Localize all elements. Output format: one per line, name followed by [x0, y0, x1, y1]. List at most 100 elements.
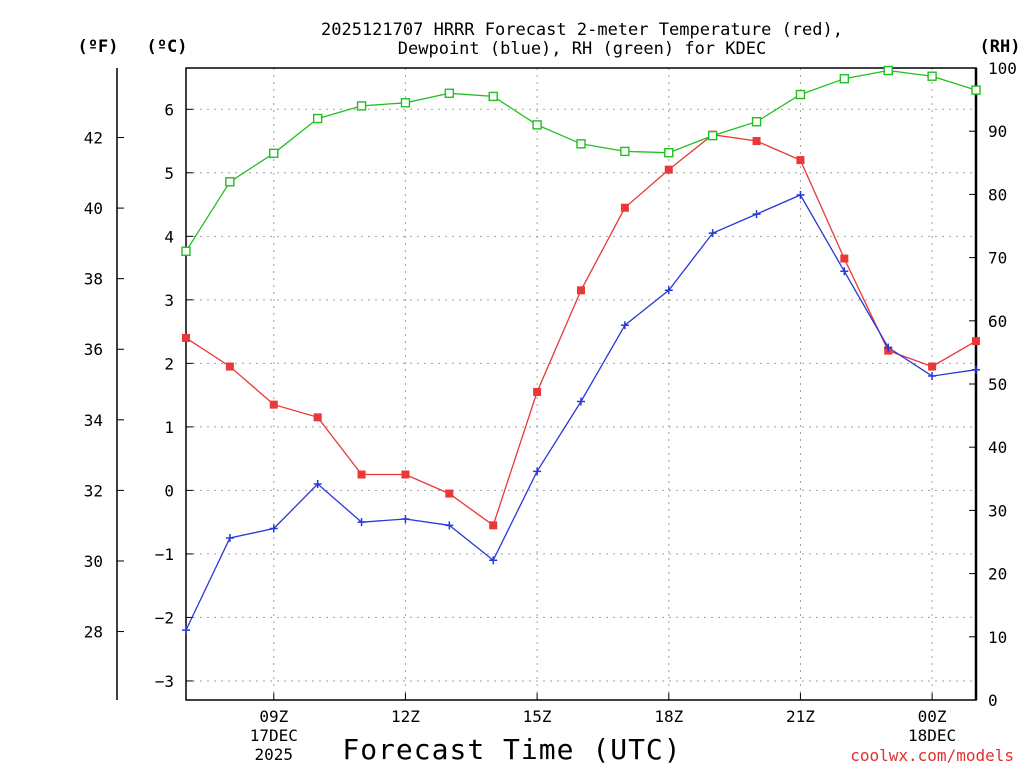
- dewpoint-point: [796, 191, 805, 200]
- celsius-tick-label: 0: [164, 481, 174, 500]
- fahrenheit-tick-label: 42: [84, 129, 103, 148]
- rh-point: [664, 147, 674, 158]
- marker-layer: [181, 65, 981, 635]
- x-tick-date-label: 18DEC: [908, 726, 956, 745]
- temperature-point: [840, 254, 849, 263]
- x-tick-label: 00Z: [918, 707, 947, 726]
- celsius-tick-label: 4: [164, 227, 174, 246]
- dewpoint-point: [357, 518, 366, 527]
- rh-tick-label: 90: [988, 122, 1007, 141]
- rh-line: [185, 69, 977, 252]
- rh-point: [707, 130, 718, 141]
- rh-point: [312, 113, 323, 124]
- x-tick-label: 12Z: [391, 707, 420, 726]
- celsius-tick-label: 6: [164, 100, 174, 119]
- x-tick-label: 15Z: [523, 707, 552, 726]
- temperature-point: [269, 400, 278, 409]
- rh-tick-label: 10: [988, 628, 1007, 647]
- fahrenheit-tick-label: 28: [84, 623, 103, 642]
- dewpoint-point: [752, 210, 761, 219]
- dewpoint-point: [533, 467, 542, 476]
- plot-frame: [185, 67, 977, 701]
- temperature-point: [182, 333, 190, 342]
- temperature-line: [185, 134, 977, 527]
- credit-text: coolwx.com/models: [850, 746, 1014, 765]
- dewpoint-point: [620, 321, 629, 330]
- dewpoint-point: [840, 267, 849, 276]
- rh-point: [620, 146, 630, 157]
- temperature-point: [620, 203, 629, 212]
- celsius-tick-label: 1: [164, 418, 174, 437]
- rh-point: [795, 89, 806, 100]
- x-tick-label: 21Z: [786, 707, 815, 726]
- temperature-point: [664, 165, 673, 174]
- x-tick-label: 09Z: [259, 707, 288, 726]
- rh-point: [971, 85, 981, 95]
- series-layer: [185, 69, 977, 631]
- dewpoint-point: [313, 480, 322, 489]
- celsius-tick-label: 5: [164, 164, 174, 183]
- rh-point: [488, 91, 498, 102]
- celsius-tick-label: −1: [155, 545, 174, 564]
- tick-labels: −3−2−10123456283032343638404201020304050…: [84, 59, 1017, 764]
- dewpoint-line: [185, 194, 977, 631]
- axes: [116, 67, 978, 701]
- rh-point: [269, 148, 279, 159]
- rh-point: [532, 120, 542, 130]
- fahrenheit-tick-label: 38: [84, 270, 103, 289]
- temperature-point: [489, 521, 498, 530]
- rh-point: [444, 88, 455, 98]
- rh-point: [356, 101, 367, 111]
- rh-point: [883, 65, 893, 76]
- dewpoint-point: [708, 229, 717, 238]
- rh-point: [181, 246, 191, 256]
- fahrenheit-tick-label: 34: [84, 411, 103, 430]
- rh-tick-label: 70: [988, 249, 1007, 268]
- rh-point: [576, 139, 586, 149]
- fahrenheit-tick-label: 30: [84, 552, 103, 571]
- fahrenheit-unit-label: (ºF): [78, 37, 119, 57]
- celsius-tick-label: −3: [155, 672, 174, 691]
- fahrenheit-tick-label: 32: [84, 481, 103, 500]
- celsius-tick-label: −2: [155, 608, 174, 627]
- x-tick-year-label: 2025: [255, 745, 294, 764]
- rh-tick-label: 80: [988, 185, 1007, 204]
- fahrenheit-tick-label: 40: [84, 199, 103, 218]
- dewpoint-point: [972, 365, 980, 374]
- grid-lines: [186, 68, 976, 700]
- temperature-point: [928, 362, 937, 371]
- temperature-point: [796, 156, 805, 165]
- dewpoint-point: [577, 397, 585, 406]
- dewpoint-point: [664, 286, 673, 295]
- temperature-point: [445, 489, 454, 498]
- dewpoint-point: [401, 514, 410, 523]
- temperature-point: [577, 286, 585, 295]
- rh-tick-label: 0: [988, 691, 998, 710]
- rh-tick-label: 20: [988, 565, 1007, 584]
- rh-tick-label: 40: [988, 438, 1007, 457]
- x-tick-label: 18Z: [654, 707, 683, 726]
- rh-tick-label: 50: [988, 375, 1007, 394]
- temperature-point: [533, 387, 542, 396]
- dewpoint-point: [884, 343, 893, 352]
- rh-point: [400, 98, 411, 108]
- temperature-point: [972, 337, 980, 346]
- rh-tick-label: 60: [988, 312, 1007, 331]
- temperature-point: [752, 137, 761, 146]
- rh-point: [751, 117, 762, 127]
- x-tick-date-label: 17DEC: [250, 726, 298, 745]
- temperature-point: [357, 470, 366, 479]
- dewpoint-point: [489, 556, 498, 565]
- chart-title-line-2: Dewpoint (blue), RH (green) for KDEC: [398, 39, 766, 59]
- rh-unit-label: (RH): [980, 37, 1021, 57]
- dewpoint-point: [225, 534, 234, 543]
- dewpoint-point: [182, 626, 190, 635]
- dewpoint-point: [445, 521, 454, 530]
- x-axis-title: Forecast Time (UTC): [342, 733, 681, 766]
- temperature-point: [225, 362, 234, 371]
- rh-tick-label: 30: [988, 501, 1007, 520]
- celsius-tick-label: 3: [164, 291, 174, 310]
- celsius-unit-label: (ºC): [147, 37, 188, 57]
- dewpoint-point: [269, 524, 278, 533]
